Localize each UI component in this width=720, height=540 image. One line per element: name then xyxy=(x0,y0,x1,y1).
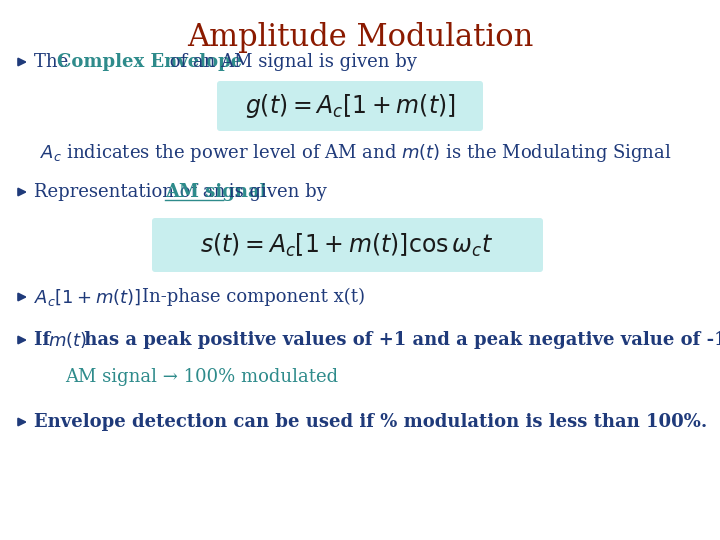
FancyBboxPatch shape xyxy=(152,218,543,272)
Text: $A_c[1+m(t)]$: $A_c[1+m(t)]$ xyxy=(34,287,141,307)
Text: The: The xyxy=(34,53,74,71)
Text: Representation of an: Representation of an xyxy=(34,183,231,201)
Text: In-phase component x(t): In-phase component x(t) xyxy=(119,288,365,306)
Text: of an AM signal is given by: of an AM signal is given by xyxy=(164,53,417,71)
Text: $A_c$ indicates the power level of AM and $m(t)$ is the Modulating Signal: $A_c$ indicates the power level of AM an… xyxy=(40,142,672,164)
Text: If: If xyxy=(34,331,56,349)
Text: $m(t)$: $m(t)$ xyxy=(48,330,87,350)
Text: AM signal → 100% modulated: AM signal → 100% modulated xyxy=(65,368,338,386)
FancyBboxPatch shape xyxy=(217,81,483,131)
Text: is given by: is given by xyxy=(223,183,327,201)
Text: Complex Envelope: Complex Envelope xyxy=(57,53,242,71)
Text: $g(t) = A_c[1 + m(t)]$: $g(t) = A_c[1 + m(t)]$ xyxy=(245,92,455,120)
Text: has a peak positive values of +1 and a peak negative value of -1: has a peak positive values of +1 and a p… xyxy=(78,331,720,349)
Text: AM signal: AM signal xyxy=(165,183,266,201)
Text: Amplitude Modulation: Amplitude Modulation xyxy=(186,22,534,53)
Text: Envelope detection can be used if % modulation is less than 100%.: Envelope detection can be used if % modu… xyxy=(34,413,707,431)
Text: $s(t) = A_c[1 + m(t)]\cos\omega_c t$: $s(t) = A_c[1 + m(t)]\cos\omega_c t$ xyxy=(200,232,494,259)
